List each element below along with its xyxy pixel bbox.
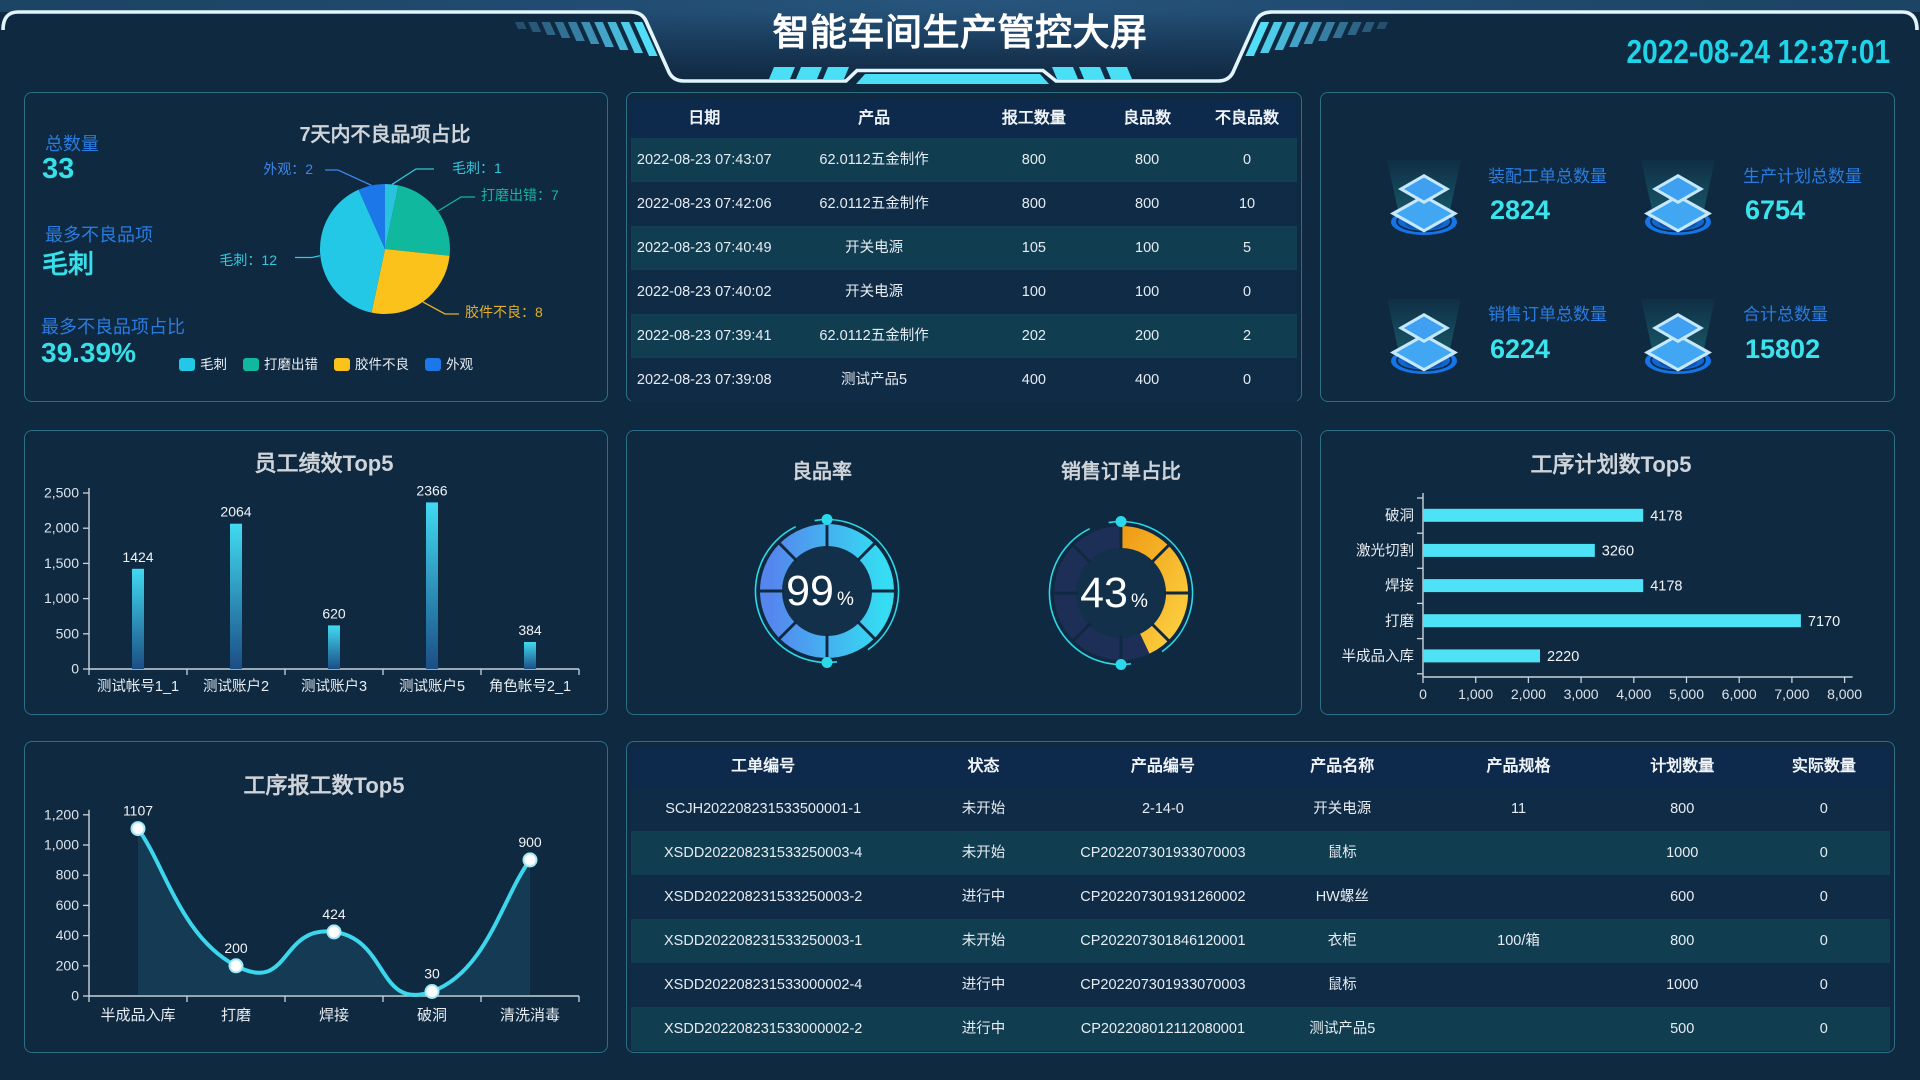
svg-text:打磨出错：7: 打磨出错：7	[481, 187, 559, 203]
svg-text:4178: 4178	[1650, 579, 1682, 595]
svg-text:半成品入库: 半成品入库	[100, 1007, 175, 1024]
svg-text:焊接: 焊接	[319, 1007, 349, 1024]
svg-text:8,000: 8,000	[1827, 686, 1862, 702]
svg-text:7,000: 7,000	[1774, 686, 1809, 702]
svg-text:200: 200	[56, 957, 80, 973]
svg-text:4,000: 4,000	[1616, 686, 1651, 702]
svg-text:测试账户5: 测试账户5	[399, 678, 465, 695]
svg-text:半成品入库: 半成品入库	[1342, 648, 1415, 665]
svg-text:2220: 2220	[1547, 649, 1579, 665]
svg-text:1,000: 1,000	[44, 590, 79, 606]
svg-text:500: 500	[56, 625, 80, 641]
svg-text:400: 400	[56, 927, 80, 943]
svg-text:2366: 2366	[416, 482, 447, 498]
svg-text:破洞: 破洞	[417, 1007, 447, 1024]
svg-text:0: 0	[71, 661, 79, 677]
svg-text:30: 30	[424, 966, 440, 982]
svg-text:测试帐号1_1: 测试帐号1_1	[97, 678, 179, 695]
svg-text:毛刺: 毛刺	[200, 357, 227, 372]
svg-text:200: 200	[224, 940, 248, 956]
svg-text:600: 600	[56, 897, 80, 913]
svg-text:2,000: 2,000	[44, 520, 79, 536]
svg-text:2064: 2064	[220, 504, 251, 520]
svg-text:测试账户3: 测试账户3	[301, 678, 367, 695]
svg-text:2,500: 2,500	[44, 485, 79, 501]
svg-text:1424: 1424	[122, 549, 153, 565]
svg-text:6,000: 6,000	[1722, 686, 1757, 702]
svg-text:角色帐号2_1: 角色帐号2_1	[489, 678, 571, 695]
svg-text:2,000: 2,000	[1511, 686, 1546, 702]
svg-text:焊接: 焊接	[1385, 578, 1414, 595]
svg-text:打磨出错: 打磨出错	[264, 356, 318, 372]
svg-text:3260: 3260	[1602, 543, 1634, 559]
svg-text:打磨: 打磨	[1385, 613, 1414, 630]
svg-text:0: 0	[71, 988, 79, 1004]
svg-text:打磨: 打磨	[221, 1007, 251, 1024]
svg-text:424: 424	[322, 906, 346, 922]
svg-text:破洞: 破洞	[1385, 507, 1414, 524]
svg-text:7170: 7170	[1808, 614, 1840, 630]
svg-text:4178: 4178	[1650, 508, 1682, 524]
svg-text:胶件不良: 胶件不良	[355, 356, 409, 372]
svg-text:1,000: 1,000	[44, 837, 79, 853]
svg-text:1,500: 1,500	[44, 555, 79, 571]
svg-text:外观: 外观	[446, 357, 473, 372]
svg-text:外观：2: 外观：2	[263, 161, 313, 177]
svg-text:3,000: 3,000	[1564, 686, 1599, 702]
svg-text:毛刺：1: 毛刺：1	[452, 160, 502, 176]
svg-text:900: 900	[518, 834, 542, 850]
svg-text:测试账户2: 测试账户2	[203, 678, 269, 695]
svg-text:清洗消毒: 清洗消毒	[500, 1007, 560, 1024]
svg-text:5,000: 5,000	[1669, 686, 1704, 702]
svg-text:1,200: 1,200	[44, 806, 79, 822]
svg-text:800: 800	[56, 867, 80, 883]
svg-text:毛刺：12: 毛刺：12	[219, 252, 277, 268]
svg-text:0: 0	[1419, 686, 1427, 702]
svg-text:胶件不良：8: 胶件不良：8	[465, 304, 543, 320]
svg-text:1107: 1107	[123, 803, 153, 819]
svg-text:1,000: 1,000	[1458, 686, 1493, 702]
svg-text:384: 384	[518, 622, 542, 638]
svg-text:620: 620	[322, 605, 346, 621]
svg-text:激光切割: 激光切割	[1356, 542, 1414, 559]
